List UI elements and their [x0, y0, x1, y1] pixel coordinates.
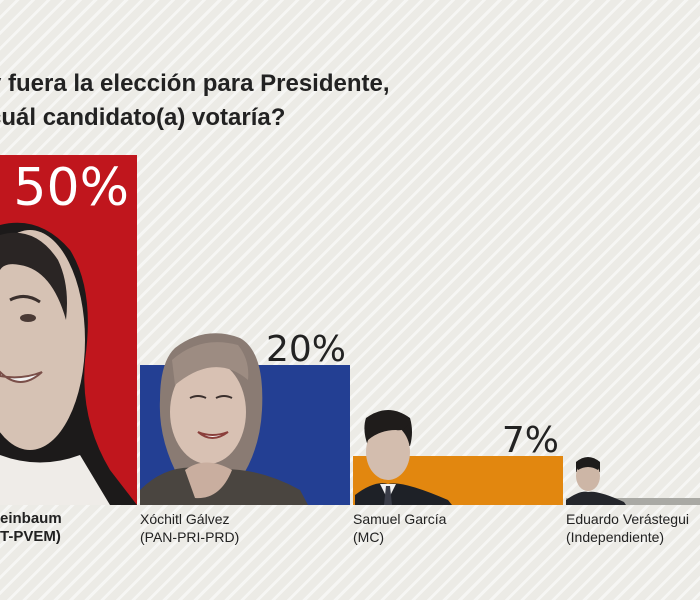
candidate-photo-garcia: [355, 410, 452, 505]
bar-verastegui: [566, 498, 700, 505]
value-labels-group: 50% 20% 7%: [13, 158, 559, 461]
value-label-garcia: 7%: [502, 420, 559, 461]
candidate-name-galvez: Xóchitl Gálvez: [140, 511, 230, 527]
candidate-party-sheinbaum: T-PVEM): [0, 528, 61, 545]
question-line-2: cuál candidato(a) votaría?: [0, 104, 286, 131]
value-label-galvez: 20%: [266, 329, 346, 370]
value-label-sheinbaum: 50%: [13, 158, 129, 218]
candidate-photo-sheinbaum: [0, 222, 137, 505]
candidate-photo-verastegui: [566, 457, 626, 505]
candidate-name-sheinbaum: einbaum: [0, 510, 62, 527]
question-line-1: y fuera la elección para Presidente,: [0, 70, 390, 97]
candidate-name-garcia: Samuel García: [353, 511, 447, 527]
candidate-photo-galvez: [140, 333, 308, 505]
candidate-name-verastegui: Eduardo Verástegui: [566, 511, 689, 527]
candidate-party-garcia: (MC): [353, 529, 385, 545]
candidate-party-verastegui: (Independiente): [566, 529, 665, 545]
photos-group: [0, 222, 626, 505]
candidate-party-galvez: (PAN-PRI-PRD): [140, 529, 240, 545]
